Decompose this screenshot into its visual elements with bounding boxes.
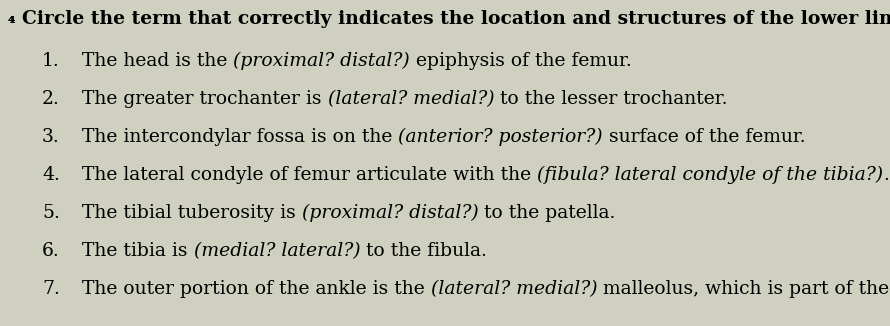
Text: 3.: 3. [42,128,60,146]
Text: (fibula? lateral condyle of the tibia?): (fibula? lateral condyle of the tibia?) [538,166,883,184]
Text: 5.: 5. [42,204,60,222]
Text: The tibia is: The tibia is [82,242,193,260]
Text: The outer portion of the ankle is the: The outer portion of the ankle is the [82,280,431,298]
Text: ₄: ₄ [8,10,21,27]
Text: The tibial tuberosity is: The tibial tuberosity is [82,204,302,222]
Text: 2.: 2. [42,90,60,108]
Text: (anterior? posterior?): (anterior? posterior?) [399,128,603,146]
Text: epiphysis of the femur.: epiphysis of the femur. [410,52,632,70]
Text: to the fibula.: to the fibula. [360,242,487,260]
Text: to the lesser trochanter.: to the lesser trochanter. [494,90,728,108]
Text: The head is the: The head is the [82,52,233,70]
Text: (lateral? medial?): (lateral? medial?) [431,280,597,298]
Text: 7.: 7. [42,280,60,298]
Text: (proximal? distal?): (proximal? distal?) [233,52,410,70]
Text: (proximal? distal?): (proximal? distal?) [302,204,479,222]
Text: (medial? lateral?): (medial? lateral?) [193,242,360,260]
Text: ₄: ₄ [8,10,21,27]
Text: to the patella.: to the patella. [479,204,616,222]
Text: Circle the term that correctly indicates the location and structures of the lowe: Circle the term that correctly indicates… [21,10,890,28]
Text: surface of the femur.: surface of the femur. [603,128,805,146]
Text: The greater trochanter is: The greater trochanter is [82,90,328,108]
Text: .: . [883,166,889,184]
Text: The intercondylar fossa is on the: The intercondylar fossa is on the [82,128,399,146]
Text: 1.: 1. [42,52,60,70]
Text: (lateral? medial?): (lateral? medial?) [328,90,494,108]
Text: 6.: 6. [42,242,60,260]
Text: The lateral condyle of femur articulate with the: The lateral condyle of femur articulate … [82,166,538,184]
Text: malleolus, which is part of the: malleolus, which is part of the [597,280,890,298]
Text: 4.: 4. [42,166,60,184]
